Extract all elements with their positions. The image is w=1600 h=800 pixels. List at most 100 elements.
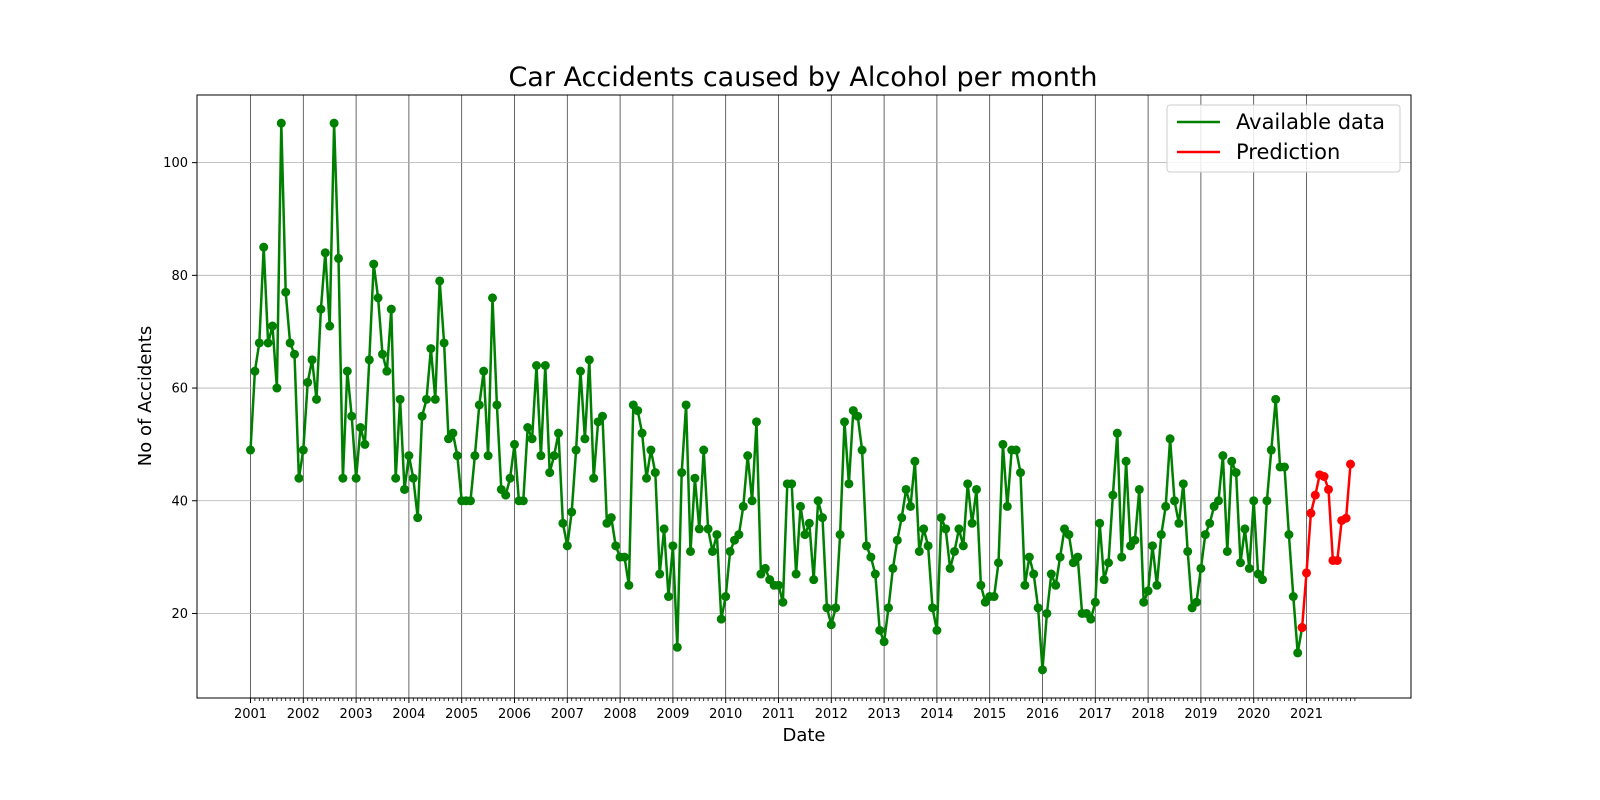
data-point [281, 287, 291, 297]
x-tick-label: 2016 [1026, 707, 1059, 722]
data-point [699, 445, 709, 455]
data-point [963, 479, 973, 489]
legend-frame [1166, 104, 1401, 173]
y-tick-label: 100 [163, 156, 188, 171]
data-point [822, 603, 832, 613]
data-point [501, 490, 511, 500]
data-point [967, 518, 977, 528]
data-point [778, 597, 788, 607]
data-point [369, 259, 379, 269]
data-point [994, 558, 1003, 568]
data-point [774, 580, 783, 590]
data-point [1020, 580, 1030, 590]
data-point [892, 535, 902, 545]
data-point [1324, 484, 1333, 494]
data-point [1280, 462, 1289, 472]
y-tick-label: 20 [171, 607, 188, 622]
data-point [404, 451, 414, 461]
data-point [1266, 445, 1276, 455]
data-point [395, 394, 405, 404]
data-point [554, 428, 563, 438]
x-tick-label: 2013 [868, 707, 901, 722]
data-point [1134, 484, 1144, 494]
data-point [1346, 459, 1355, 469]
x-tick-label: 2005 [445, 707, 478, 722]
data-point [716, 614, 726, 624]
data-point [1046, 569, 1056, 579]
data-point [1130, 535, 1140, 545]
x-tick-label: 2010 [709, 707, 742, 722]
data-point [382, 366, 392, 376]
data-point [919, 524, 929, 534]
data-point [954, 524, 964, 534]
chart-title: Car Accidents caused by Alcohol per mont… [508, 62, 1097, 93]
data-point [875, 625, 885, 635]
y-tick-label: 40 [171, 494, 188, 509]
data-point [725, 546, 735, 556]
data-point [1222, 546, 1232, 556]
data-point [246, 445, 255, 455]
data-point [914, 546, 924, 556]
data-point [958, 541, 968, 551]
data-point [633, 406, 643, 416]
data-point [342, 366, 352, 376]
data-point [312, 394, 321, 404]
data-point [413, 513, 423, 523]
x-tick-label: 2015 [973, 707, 1006, 722]
data-point [1086, 614, 1096, 624]
data-point [1249, 496, 1259, 506]
data-point [1183, 546, 1193, 556]
data-point [906, 501, 915, 511]
data-point [747, 496, 757, 506]
data-point [422, 394, 431, 404]
data-point [923, 541, 933, 551]
data-point [272, 383, 282, 393]
data-point [329, 118, 339, 128]
data-point [1064, 530, 1074, 540]
data-point [1143, 586, 1153, 596]
x-tick-label: 2021 [1290, 707, 1323, 722]
data-point [668, 541, 678, 551]
data-point [1319, 472, 1329, 482]
data-point [1055, 552, 1065, 562]
legend-label-available: Available data [1236, 110, 1385, 134]
data-point [1104, 558, 1113, 568]
data-point [426, 344, 436, 354]
y-axis: 20 40 60 80 100 [163, 156, 197, 622]
legend-label-prediction: Prediction [1236, 140, 1340, 164]
data-point [558, 518, 568, 528]
data-point [576, 366, 585, 376]
x-tick-label: 2003 [340, 707, 373, 722]
data-point [870, 569, 880, 579]
legend: Available data Prediction [1166, 104, 1401, 173]
data-point [901, 484, 911, 494]
data-point [474, 400, 484, 410]
data-point [290, 349, 299, 359]
data-point [897, 513, 907, 523]
data-point [809, 575, 819, 585]
data-point [307, 355, 317, 365]
data-point [549, 451, 559, 461]
x-axis: 2001 2002 2003 2004 2005 2006 2007 2008 2009 2010… [234, 698, 1356, 722]
data-point [1214, 496, 1223, 506]
data-point [1240, 524, 1250, 534]
data-point [624, 580, 634, 590]
data-point [818, 513, 827, 523]
data-point [804, 518, 814, 528]
data-point [386, 304, 396, 314]
data-point [1099, 575, 1109, 585]
x-tick-label: 2011 [762, 707, 795, 722]
data-point [334, 253, 343, 263]
data-point [400, 484, 409, 494]
plot-frame [196, 94, 1412, 699]
data-point [1117, 552, 1127, 562]
data-point [1108, 490, 1118, 500]
data-point [1165, 434, 1175, 444]
data-point [250, 366, 260, 376]
data-point [844, 479, 854, 489]
data-point [430, 394, 440, 404]
data-point [488, 293, 497, 303]
data-point [527, 434, 537, 444]
data-point [320, 248, 330, 258]
data-point [1262, 496, 1272, 506]
